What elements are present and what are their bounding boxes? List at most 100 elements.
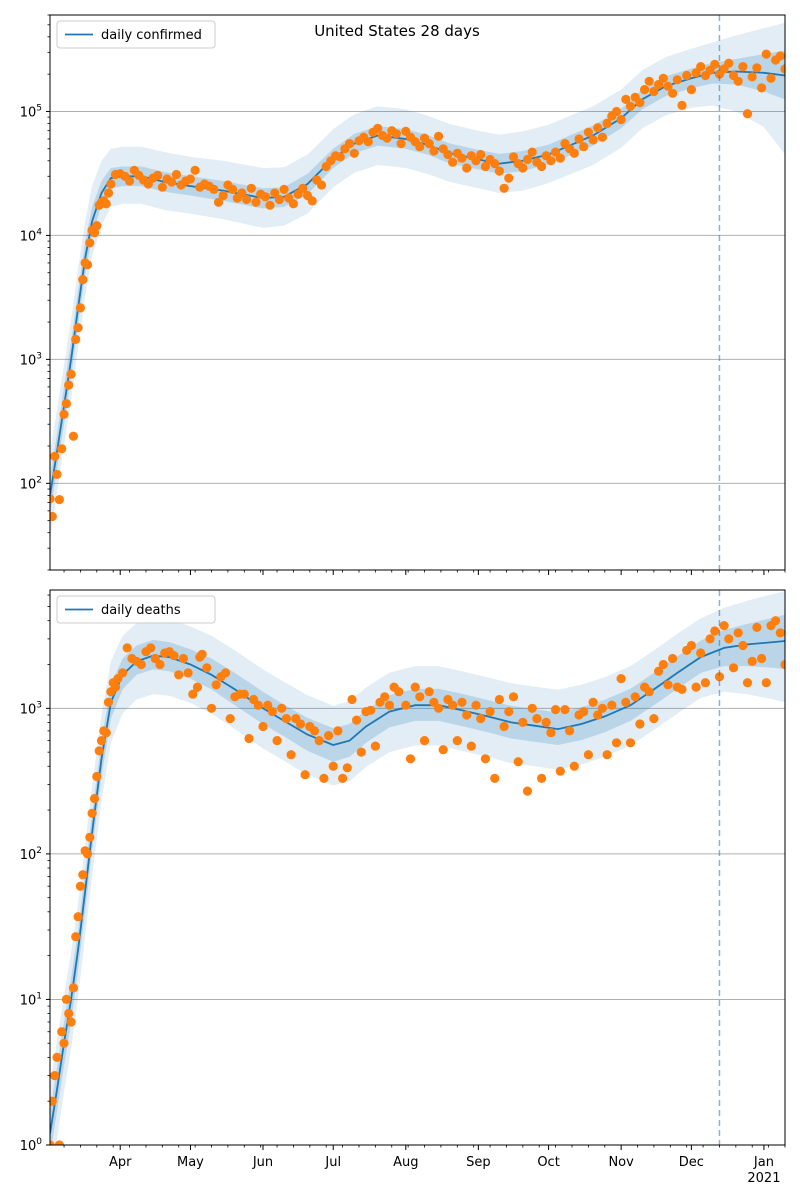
data-point [518,163,528,173]
data-point [574,134,584,144]
data-point [279,184,289,194]
data-point [429,146,439,156]
data-point [110,682,121,692]
data-point [335,152,345,162]
data-point [551,705,561,715]
data-point [61,994,71,1005]
data-point [537,773,547,784]
data-point [171,169,181,180]
data-point [462,710,472,720]
y-tick-label: 100 [20,1137,43,1154]
data-point [537,161,547,172]
data-point [183,668,193,678]
data-point [583,750,594,760]
data-point [384,700,394,710]
data-point [700,678,711,688]
data-point [382,133,392,143]
data-point [677,684,687,695]
data-point [593,710,603,720]
data-point [663,680,673,690]
data-point [476,149,486,160]
data-point [471,700,481,710]
data-point [270,188,280,198]
data-point [190,165,200,175]
data-point [136,659,146,670]
data-point [780,64,785,74]
data-point [380,692,390,702]
x-tick-label: Aug [393,1155,418,1170]
data-point [508,692,519,702]
data-point [677,100,687,110]
data-point [64,1008,74,1019]
data-point [213,197,224,207]
plot-area [50,22,785,540]
x-tick-label: Jul [324,1155,341,1170]
data-point [244,733,254,744]
data-point [738,640,748,651]
data-point [50,451,60,461]
data-point [391,129,401,139]
data-point [59,1038,69,1048]
data-point [602,118,612,129]
legend-box [56,20,216,49]
data-point [122,643,132,653]
data-point [218,190,228,201]
data-point [691,682,701,692]
data-point [480,754,490,764]
data-point [87,808,97,818]
y-tick-label: 102 [20,475,42,492]
x-tick-label: Oct [537,1155,559,1170]
data-point [167,177,177,187]
data-point [118,668,128,678]
data-point [490,773,500,784]
data-point [50,1140,55,1145]
data-point [616,674,626,684]
data-point [757,83,767,93]
data-point [211,680,221,690]
data-point [338,773,348,784]
data-point [356,747,366,757]
data-point [272,736,282,746]
data-point [597,132,608,142]
data-point [352,715,362,725]
data-point [757,653,767,664]
data-point [644,76,654,86]
data-point [239,689,249,699]
data-point [281,714,291,724]
data-point [654,666,664,676]
figure-title: United States 28 days [314,22,480,40]
data-point [92,221,102,231]
data-point [635,719,645,729]
data-point [602,750,612,760]
data-point [64,380,74,390]
data-point [761,678,771,688]
y-tick-label: 103 [20,351,42,368]
data-point [518,717,528,728]
data-point [476,714,486,724]
data-point [125,176,135,186]
y-tick-label: 104 [20,227,43,244]
x-year-label: 2021 [747,1171,780,1186]
data-point [50,494,55,504]
x-tick-label: Jan [753,1155,774,1170]
data-point [307,196,317,206]
data-point [625,738,636,748]
deaths-panel: 100 101 102 103 daily deaths [20,589,786,1154]
data-point [373,123,383,133]
data-point [405,754,416,764]
data-point [286,750,296,760]
data-point [686,85,697,95]
data-point [766,73,776,83]
data-point [569,761,579,771]
data-point [630,692,640,702]
data-point [61,399,71,409]
data-point [316,180,327,190]
data-point [101,728,111,738]
data-point [78,870,88,880]
data-point [295,719,306,729]
data-point [342,763,352,773]
data-point [597,703,608,713]
data-point [546,728,556,738]
data-point [82,260,93,270]
